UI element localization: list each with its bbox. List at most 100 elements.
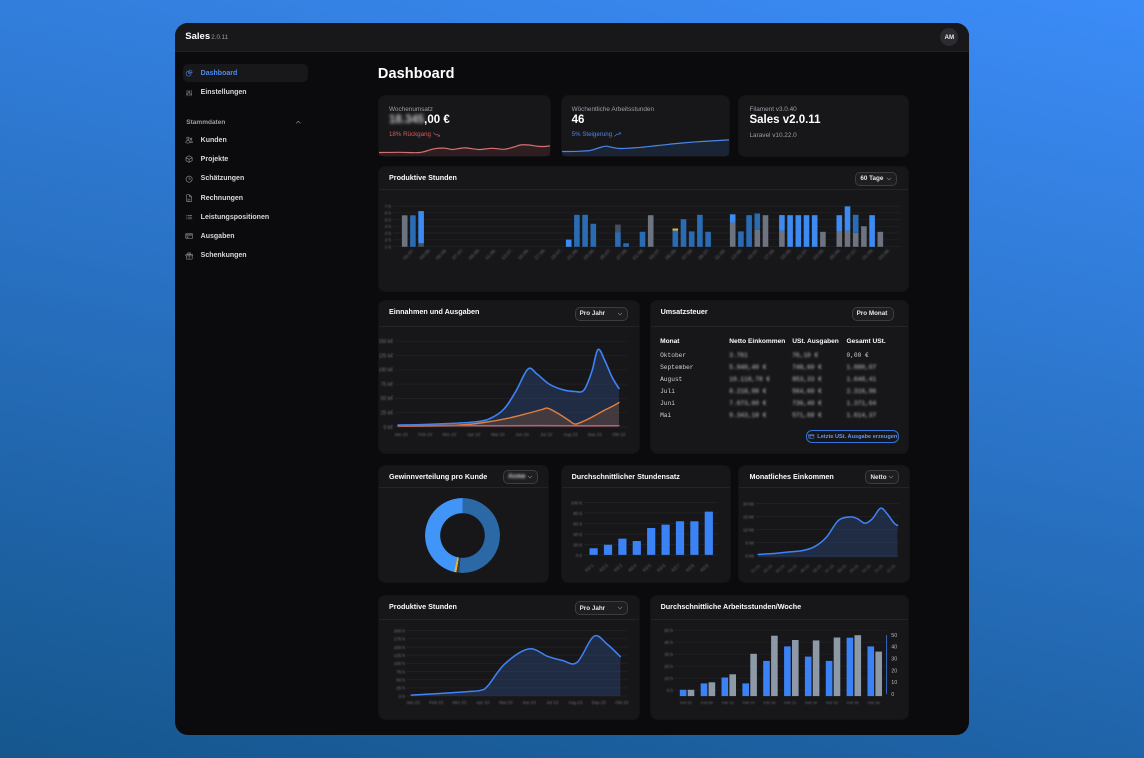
svg-text:KW 10: KW 10	[721, 701, 734, 706]
svg-text:KW 14: KW 14	[742, 701, 755, 706]
svg-text:KW 34: KW 34	[846, 701, 859, 706]
svg-text:50: 50	[891, 633, 897, 639]
svg-text:25 k€: 25 k€	[381, 411, 393, 417]
svg-text:11.08.: 11.08.	[484, 248, 498, 262]
svg-text:Mrz 23: Mrz 23	[453, 700, 467, 705]
svg-text:11.23: 11.23	[873, 562, 884, 573]
svg-text:13.07.: 13.07.	[500, 247, 514, 261]
svg-text:20: 20	[891, 669, 897, 675]
svg-text:50 h: 50 h	[396, 678, 405, 683]
svg-text:Kd 9: Kd 9	[699, 562, 710, 572]
svg-text:05.09.: 05.09.	[664, 247, 678, 261]
svg-text:23.09.: 23.09.	[812, 247, 826, 261]
svg-text:Kd 7: Kd 7	[670, 562, 681, 572]
svg-text:07.07.: 07.07.	[451, 247, 465, 261]
svg-text:100 €: 100 €	[570, 500, 582, 505]
svg-text:25.08.: 25.08.	[828, 247, 842, 261]
svg-text:125 k€: 125 k€	[379, 354, 393, 360]
svg-text:Apr 23: Apr 23	[476, 700, 490, 705]
svg-text:40 €: 40 €	[573, 531, 582, 536]
svg-text:10 h: 10 h	[664, 676, 673, 681]
svg-text:19.08.: 19.08.	[779, 247, 793, 261]
svg-text:150 h: 150 h	[394, 645, 406, 650]
svg-text:Kd 4: Kd 4	[627, 562, 638, 572]
svg-text:23.08.: 23.08.	[582, 247, 596, 261]
svg-text:09.23: 09.23	[849, 562, 860, 573]
svg-text:Kd 1: Kd 1	[584, 562, 595, 572]
svg-text:03.23: 03.23	[775, 562, 786, 573]
svg-text:30 h: 30 h	[664, 652, 673, 657]
svg-text:Apr 23: Apr 23	[467, 432, 481, 437]
svg-text:50 k€: 50 k€	[381, 397, 393, 403]
svg-text:0 €: 0 €	[575, 552, 582, 557]
svg-text:01.08.: 01.08.	[631, 247, 645, 261]
svg-text:200 h: 200 h	[394, 629, 406, 634]
svg-text:KW 02: KW 02	[680, 701, 693, 706]
svg-text:Jan 23: Jan 23	[406, 700, 420, 705]
svg-text:Okt 23: Okt 23	[612, 432, 626, 437]
svg-text:05.08.: 05.08.	[435, 247, 449, 261]
svg-text:Feb 23: Feb 23	[418, 432, 433, 437]
svg-text:KW 26: KW 26	[805, 701, 818, 706]
svg-text:Mai 23: Mai 23	[491, 432, 505, 437]
svg-text:08.23: 08.23	[836, 562, 847, 573]
svg-text:03.09.: 03.09.	[418, 247, 432, 261]
svg-text:Aug 23: Aug 23	[568, 700, 583, 705]
svg-text:1 h: 1 h	[385, 244, 392, 249]
svg-text:01.23: 01.23	[750, 562, 761, 573]
svg-text:Jan 23: Jan 23	[394, 432, 408, 437]
svg-text:03.08.: 03.08.	[877, 247, 891, 261]
svg-text:Feb 23: Feb 23	[429, 700, 444, 705]
svg-text:100 h: 100 h	[394, 662, 406, 667]
svg-text:15 k€: 15 k€	[743, 514, 754, 519]
svg-text:KW 18: KW 18	[763, 701, 776, 706]
svg-text:13.08.: 13.08.	[730, 247, 744, 261]
svg-text:80 €: 80 €	[573, 510, 582, 515]
svg-text:175 h: 175 h	[394, 637, 406, 642]
svg-text:10.23: 10.23	[861, 562, 872, 573]
svg-text:12.23: 12.23	[886, 562, 897, 573]
svg-text:0 k€: 0 k€	[384, 425, 394, 431]
svg-text:Sep 23: Sep 23	[587, 432, 602, 437]
svg-text:20 k€: 20 k€	[743, 501, 754, 506]
svg-text:05.23: 05.23	[799, 562, 810, 573]
svg-text:21.09.: 21.09.	[566, 247, 580, 261]
svg-text:01.07.: 01.07.	[402, 247, 416, 261]
svg-text:Kd 8: Kd 8	[684, 562, 695, 572]
svg-text:09.07.: 09.07.	[697, 247, 711, 261]
svg-text:50 h: 50 h	[664, 628, 673, 633]
svg-text:11.09.: 11.09.	[713, 248, 727, 262]
svg-text:01.09.: 01.09.	[861, 247, 875, 261]
svg-text:3 h: 3 h	[385, 231, 392, 236]
svg-text:Jun 23: Jun 23	[522, 700, 536, 705]
svg-text:2 h: 2 h	[385, 238, 392, 243]
svg-text:5 k€: 5 k€	[746, 540, 755, 545]
svg-text:27.09.: 27.09.	[615, 247, 629, 261]
svg-text:Mrz 23: Mrz 23	[443, 432, 457, 437]
svg-text:20 h: 20 h	[664, 664, 673, 669]
svg-text:10: 10	[891, 681, 897, 687]
svg-text:6 h: 6 h	[385, 211, 392, 216]
svg-text:0: 0	[891, 692, 894, 698]
svg-text:19.07.: 19.07.	[549, 247, 563, 261]
svg-text:40: 40	[891, 645, 897, 651]
svg-text:04.23: 04.23	[787, 562, 798, 573]
svg-text:75 h: 75 h	[396, 670, 405, 675]
svg-text:Kd 2: Kd 2	[598, 562, 609, 572]
svg-text:150 k€: 150 k€	[379, 339, 393, 345]
svg-text:Kd 5: Kd 5	[641, 562, 652, 572]
svg-text:Jun 23: Jun 23	[515, 432, 529, 437]
svg-text:17.08.: 17.08.	[533, 247, 547, 261]
svg-text:30: 30	[891, 657, 897, 663]
svg-text:100 k€: 100 k€	[379, 368, 393, 374]
svg-text:25.07.: 25.07.	[599, 247, 613, 261]
svg-text:10 k€: 10 k€	[743, 527, 754, 532]
svg-text:02.23: 02.23	[763, 562, 774, 573]
svg-text:27.07.: 27.07.	[845, 247, 859, 261]
svg-text:40 h: 40 h	[664, 640, 673, 645]
svg-text:4 h: 4 h	[385, 224, 392, 229]
svg-text:KW 30: KW 30	[826, 701, 839, 706]
svg-text:Mai 23: Mai 23	[499, 700, 513, 705]
svg-text:06.23: 06.23	[812, 562, 823, 573]
svg-text:0 h: 0 h	[666, 688, 673, 693]
